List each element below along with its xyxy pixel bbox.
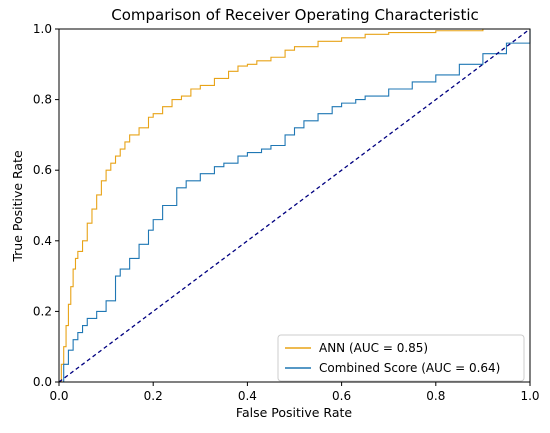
y-tick-label: 1.0: [33, 22, 52, 36]
x-tick-label: 1.0: [520, 389, 539, 403]
legend-label: ANN (AUC = 0.85): [319, 341, 428, 355]
legend-label: Combined Score (AUC = 0.64): [319, 361, 500, 375]
y-tick-label: 0.0: [33, 375, 52, 389]
y-tick-label: 0.4: [33, 234, 52, 248]
x-axis-label: False Positive Rate: [236, 405, 352, 420]
chance-diagonal-line: [58, 28, 531, 383]
legend-box: [277, 334, 525, 382]
legend: ANN (AUC = 0.85) Combined Score (AUC = 0.…: [277, 334, 525, 382]
x-axis: 0.0 0.2 0.4 0.6 0.8 1.0: [49, 382, 540, 403]
series-line-0: [59, 28, 530, 383]
x-tick-label: 0.0: [49, 389, 68, 403]
chart-title: Comparison of Receiver Operating Charact…: [111, 6, 479, 24]
plot-frame: [58, 28, 531, 383]
x-tick-label: 0.8: [426, 389, 445, 403]
y-axis: 0.0 0.2 0.4 0.6 0.8 1.0: [33, 22, 59, 389]
y-tick-label: 0.6: [33, 163, 52, 177]
y-tick-label: 0.2: [33, 304, 52, 318]
x-tick-label: 0.6: [332, 389, 351, 403]
y-tick-label: 0.8: [33, 93, 52, 107]
series-line-1: [59, 29, 531, 383]
plot-area: [58, 28, 531, 383]
x-tick-label: 0.2: [144, 389, 163, 403]
x-tick-label: 0.4: [238, 389, 257, 403]
y-axis-label: True Positive Rate: [10, 150, 25, 263]
